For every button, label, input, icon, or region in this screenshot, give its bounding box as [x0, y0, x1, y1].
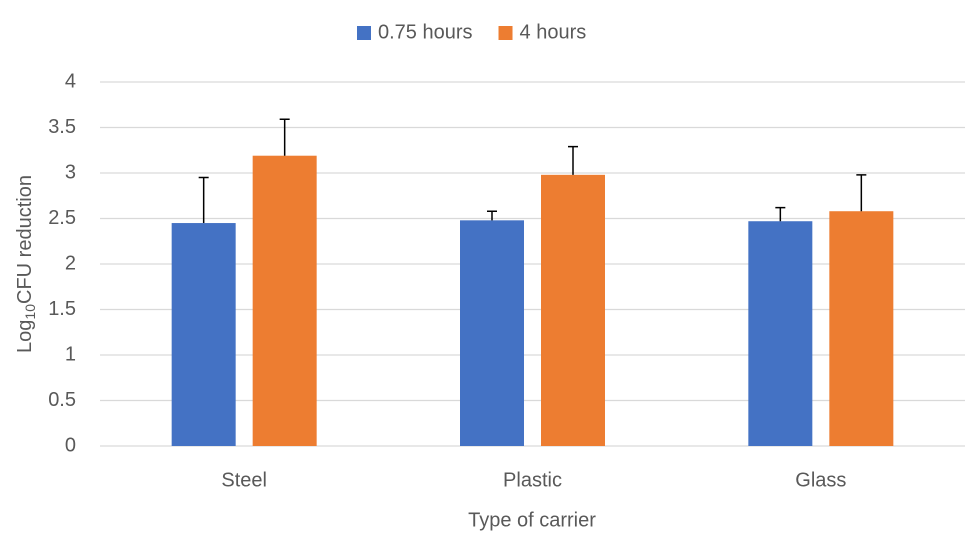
legend-swatch	[357, 26, 371, 40]
y-tick-label: 0	[65, 434, 76, 456]
error-bar	[487, 210, 497, 221]
y-tick-label: 0.5	[48, 389, 76, 411]
y-tick-label: 2	[65, 252, 76, 274]
y-title-base: Log	[14, 320, 36, 353]
y-title-rest: CFU reduction	[14, 175, 36, 304]
error-bar	[198, 176, 209, 224]
legend-label: 4 hours	[520, 21, 587, 43]
bar	[460, 220, 524, 446]
legend-label: 0.75 hours	[378, 21, 473, 43]
error-bar	[856, 174, 867, 212]
y-title-sub: 10	[22, 304, 38, 320]
y-tick-label: 1.5	[48, 298, 76, 320]
y-tick-label: 3	[65, 161, 76, 183]
legend-swatch	[498, 26, 513, 40]
error-bar	[279, 118, 290, 156]
error-bar	[775, 206, 786, 222]
bar	[171, 223, 236, 446]
x-tick-label: Steel	[221, 469, 267, 491]
bar	[829, 211, 894, 446]
y-tick-label: 1	[65, 343, 76, 365]
x-axis-title: Type of carrier	[468, 509, 596, 531]
error-bar	[568, 145, 578, 175]
bar	[748, 221, 813, 446]
bar	[541, 174, 605, 446]
x-tick-label: Glass	[795, 469, 846, 491]
bar	[252, 155, 317, 446]
y-tick-label: 4	[65, 70, 76, 92]
y-tick-label: 2.5	[48, 207, 76, 229]
y-tick-label: 3.5	[48, 116, 76, 138]
y-axis-title: Log10CFU reduction	[14, 175, 37, 353]
x-tick-label: Plastic	[503, 469, 562, 491]
